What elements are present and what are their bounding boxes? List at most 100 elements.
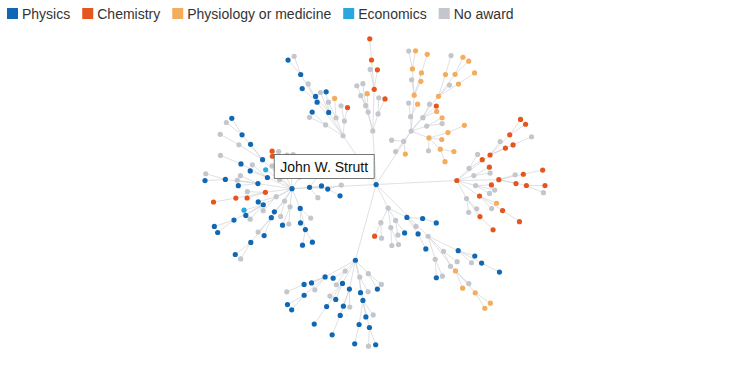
link (411, 96, 438, 131)
link (374, 70, 377, 89)
node (401, 139, 406, 144)
node (358, 93, 363, 98)
node (248, 240, 253, 245)
annotation: John W. Strutt (274, 155, 374, 179)
node (426, 148, 431, 153)
link (482, 263, 500, 272)
link (526, 186, 543, 193)
link (428, 236, 455, 271)
link (421, 54, 427, 73)
node (487, 191, 492, 196)
node (472, 253, 477, 258)
node (466, 166, 471, 171)
link (513, 137, 531, 145)
node (338, 103, 343, 108)
link (232, 118, 242, 134)
node (248, 217, 253, 222)
node (451, 149, 456, 154)
node (303, 227, 308, 232)
link (363, 300, 369, 327)
node (418, 79, 423, 84)
legend-label: Physics (22, 6, 70, 22)
link (376, 185, 428, 237)
node (309, 280, 314, 285)
node (413, 224, 418, 229)
node (345, 105, 350, 110)
link (455, 271, 468, 284)
node (236, 142, 241, 147)
node (255, 181, 260, 186)
node (510, 142, 515, 147)
node (368, 67, 373, 72)
node (529, 134, 534, 139)
node (354, 83, 359, 88)
link (438, 74, 455, 96)
node (487, 165, 492, 170)
node (332, 96, 337, 101)
node (498, 139, 503, 144)
link (359, 300, 363, 324)
node (513, 172, 518, 177)
node (443, 72, 448, 77)
link (455, 271, 462, 288)
node (471, 173, 476, 178)
node (523, 122, 528, 127)
node (331, 276, 336, 281)
link (523, 170, 542, 174)
node (363, 103, 368, 108)
node (466, 281, 471, 286)
link (407, 217, 418, 234)
link (457, 181, 467, 199)
node (460, 55, 465, 60)
node (413, 48, 418, 53)
link (373, 89, 374, 131)
node (464, 196, 469, 201)
legend-label: Physiology or medicine (187, 6, 331, 22)
node (423, 246, 428, 251)
node (315, 195, 320, 200)
link (458, 73, 474, 84)
node (440, 121, 445, 126)
node (473, 290, 478, 295)
node (358, 290, 363, 295)
node (238, 173, 243, 178)
node (269, 215, 274, 220)
node (396, 242, 401, 247)
node (301, 282, 306, 287)
link (388, 208, 391, 228)
link (526, 185, 545, 186)
node (256, 229, 261, 234)
link (480, 196, 503, 211)
link (349, 260, 355, 289)
node (374, 182, 379, 187)
link (276, 189, 292, 197)
node (466, 210, 471, 215)
node (238, 256, 243, 261)
node (337, 193, 342, 198)
node (223, 177, 228, 182)
node (500, 208, 505, 213)
node (513, 181, 518, 186)
node (403, 152, 408, 157)
node (372, 234, 377, 239)
node (233, 195, 238, 200)
node (276, 149, 281, 154)
link (244, 205, 263, 210)
node (315, 100, 320, 105)
link (241, 242, 251, 259)
link (448, 125, 464, 132)
link (263, 189, 292, 205)
link (412, 51, 415, 69)
node (250, 162, 255, 167)
link (251, 144, 263, 159)
node (453, 268, 458, 273)
link (455, 271, 475, 293)
node (307, 115, 312, 120)
node (330, 332, 335, 337)
link (367, 94, 369, 112)
node (460, 286, 465, 291)
node (270, 149, 275, 154)
node (360, 81, 365, 86)
link (355, 185, 376, 261)
node (393, 218, 398, 223)
